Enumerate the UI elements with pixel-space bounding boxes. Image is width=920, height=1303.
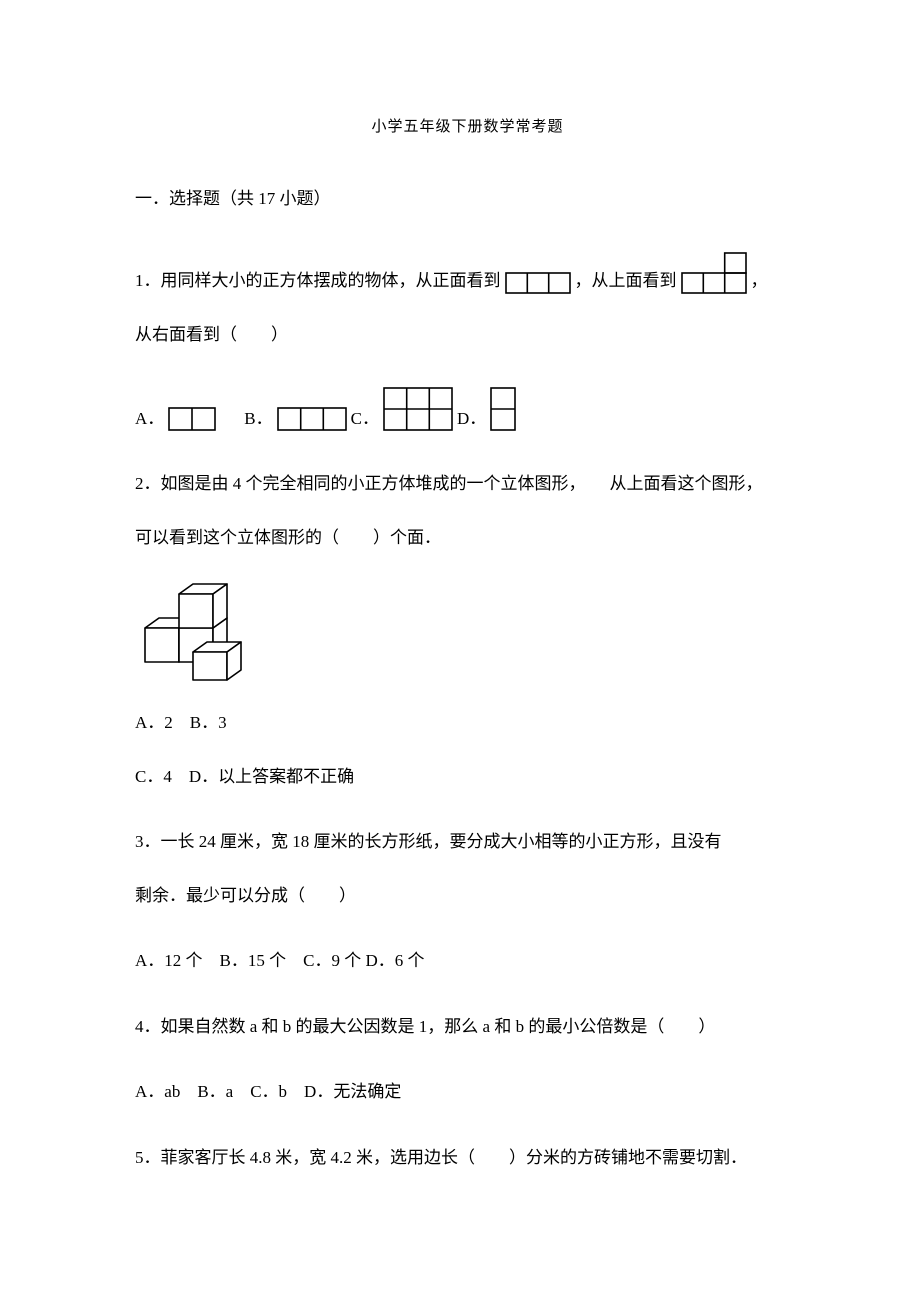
q1-optB-label: B． — [244, 406, 272, 432]
cube-figure — [135, 578, 800, 686]
grid-1x3-icon — [277, 407, 347, 431]
grid-1x2-icon — [168, 407, 216, 431]
grid-l-shape-icon — [681, 252, 747, 294]
q1-mid: ，从上面看到 — [575, 268, 677, 294]
q1-line1: 1．用同样大小的正方体摆成的物体，从正面看到 ，从上面看到 ， — [135, 252, 800, 294]
q2-line1: 2．如图是由 4 个完全相同的小正方体堆成的一个立体图形， 从上面看这个图形， — [135, 471, 800, 497]
q1-optC-label: C． — [351, 406, 379, 432]
q3-line2: 剩余．最少可以分成（ ） — [135, 883, 800, 909]
grid-1x3-icon — [505, 272, 571, 294]
q1-line2: 从右面看到（ ） — [135, 322, 800, 348]
cubes-3d-icon — [139, 578, 247, 686]
q5-line1: 5．菲家客厅长 4.8 米，宽 4.2 米，选用边长（ ）分米的方砖铺地不需要切… — [135, 1145, 800, 1171]
document-page: 小学五年级下册数学常考题 一．选择题（共 17 小题） 1．用同样大小的正方体摆… — [0, 0, 920, 1303]
q1-options: A． B． C． D． — [135, 387, 800, 431]
q3-line1: 3．一长 24 厘米，宽 18 厘米的长方形纸，要分成大小相等的小正方形，且没有 — [135, 829, 800, 855]
q4-opts: A．ab B．a C．b D．无法确定 — [135, 1079, 800, 1105]
q1-optD-label: D． — [457, 406, 486, 432]
q1-pre: 1．用同样大小的正方体摆成的物体，从正面看到 — [135, 268, 501, 294]
q1-post: ， — [751, 268, 768, 294]
q4-line1: 4．如果自然数 a 和 b 的最大公因数是 1，那么 a 和 b 的最小公倍数是… — [135, 1014, 800, 1040]
page-title: 小学五年级下册数学常考题 — [135, 115, 800, 136]
q2-opts2: C．4 D．以上答案都不正确 — [135, 764, 800, 790]
q3-opts: A．12 个 B．15 个 C．9 个 D．6 个 — [135, 948, 800, 974]
q2-line2: 可以看到这个立体图形的（ ）个面． — [135, 525, 800, 551]
q2-line1a: 2．如图是由 4 个完全相同的小正方体堆成的一个立体图形， — [135, 471, 586, 497]
grid-2x1-icon — [490, 387, 516, 431]
q1-optA-label: A． — [135, 406, 164, 432]
section-heading: 一．选择题（共 17 小题） — [135, 186, 800, 212]
grid-2x3-icon — [383, 387, 453, 431]
q2-line1b: 从上面看这个图形， — [610, 471, 763, 497]
q2-opts1: A．2 B．3 — [135, 710, 800, 736]
